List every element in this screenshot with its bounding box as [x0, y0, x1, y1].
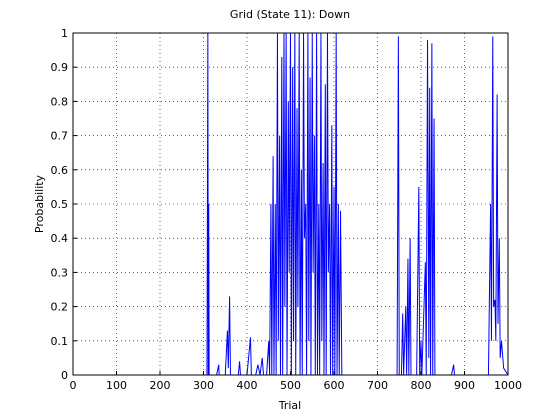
x-tick-label: 300: [193, 379, 214, 392]
y-tick-label: 1: [61, 27, 68, 40]
y-tick-label: 0.9: [51, 61, 69, 74]
x-tick-label: 1000: [494, 379, 522, 392]
y-tick-label: 0.2: [51, 301, 69, 314]
x-tick-label: 700: [367, 379, 388, 392]
x-tick-label: 400: [237, 379, 258, 392]
y-axis-label: Probability: [33, 174, 46, 233]
x-tick-label: 200: [150, 379, 171, 392]
y-tick-label: 0.5: [51, 198, 69, 211]
y-tick-label: 0.4: [51, 232, 69, 245]
x-tick-label: 100: [106, 379, 127, 392]
x-tick-label: 800: [411, 379, 432, 392]
x-tick-label: 600: [324, 379, 345, 392]
y-tick-label: 0.3: [51, 266, 69, 279]
y-tick-label: 0: [61, 369, 68, 382]
x-axis-label: Trial: [278, 399, 301, 412]
plot-frame: [72, 32, 509, 376]
y-tick-label: 0.8: [51, 95, 69, 108]
chart-title: Grid (State 11): Down: [230, 8, 350, 21]
y-tick-label: 0.1: [51, 335, 69, 348]
y-tick-label: 0.7: [51, 130, 69, 143]
x-tick-label: 0: [70, 379, 77, 392]
y-tick-label: 0.6: [51, 164, 69, 177]
x-tick-label: 500: [280, 379, 301, 392]
x-tick-label: 900: [454, 379, 475, 392]
